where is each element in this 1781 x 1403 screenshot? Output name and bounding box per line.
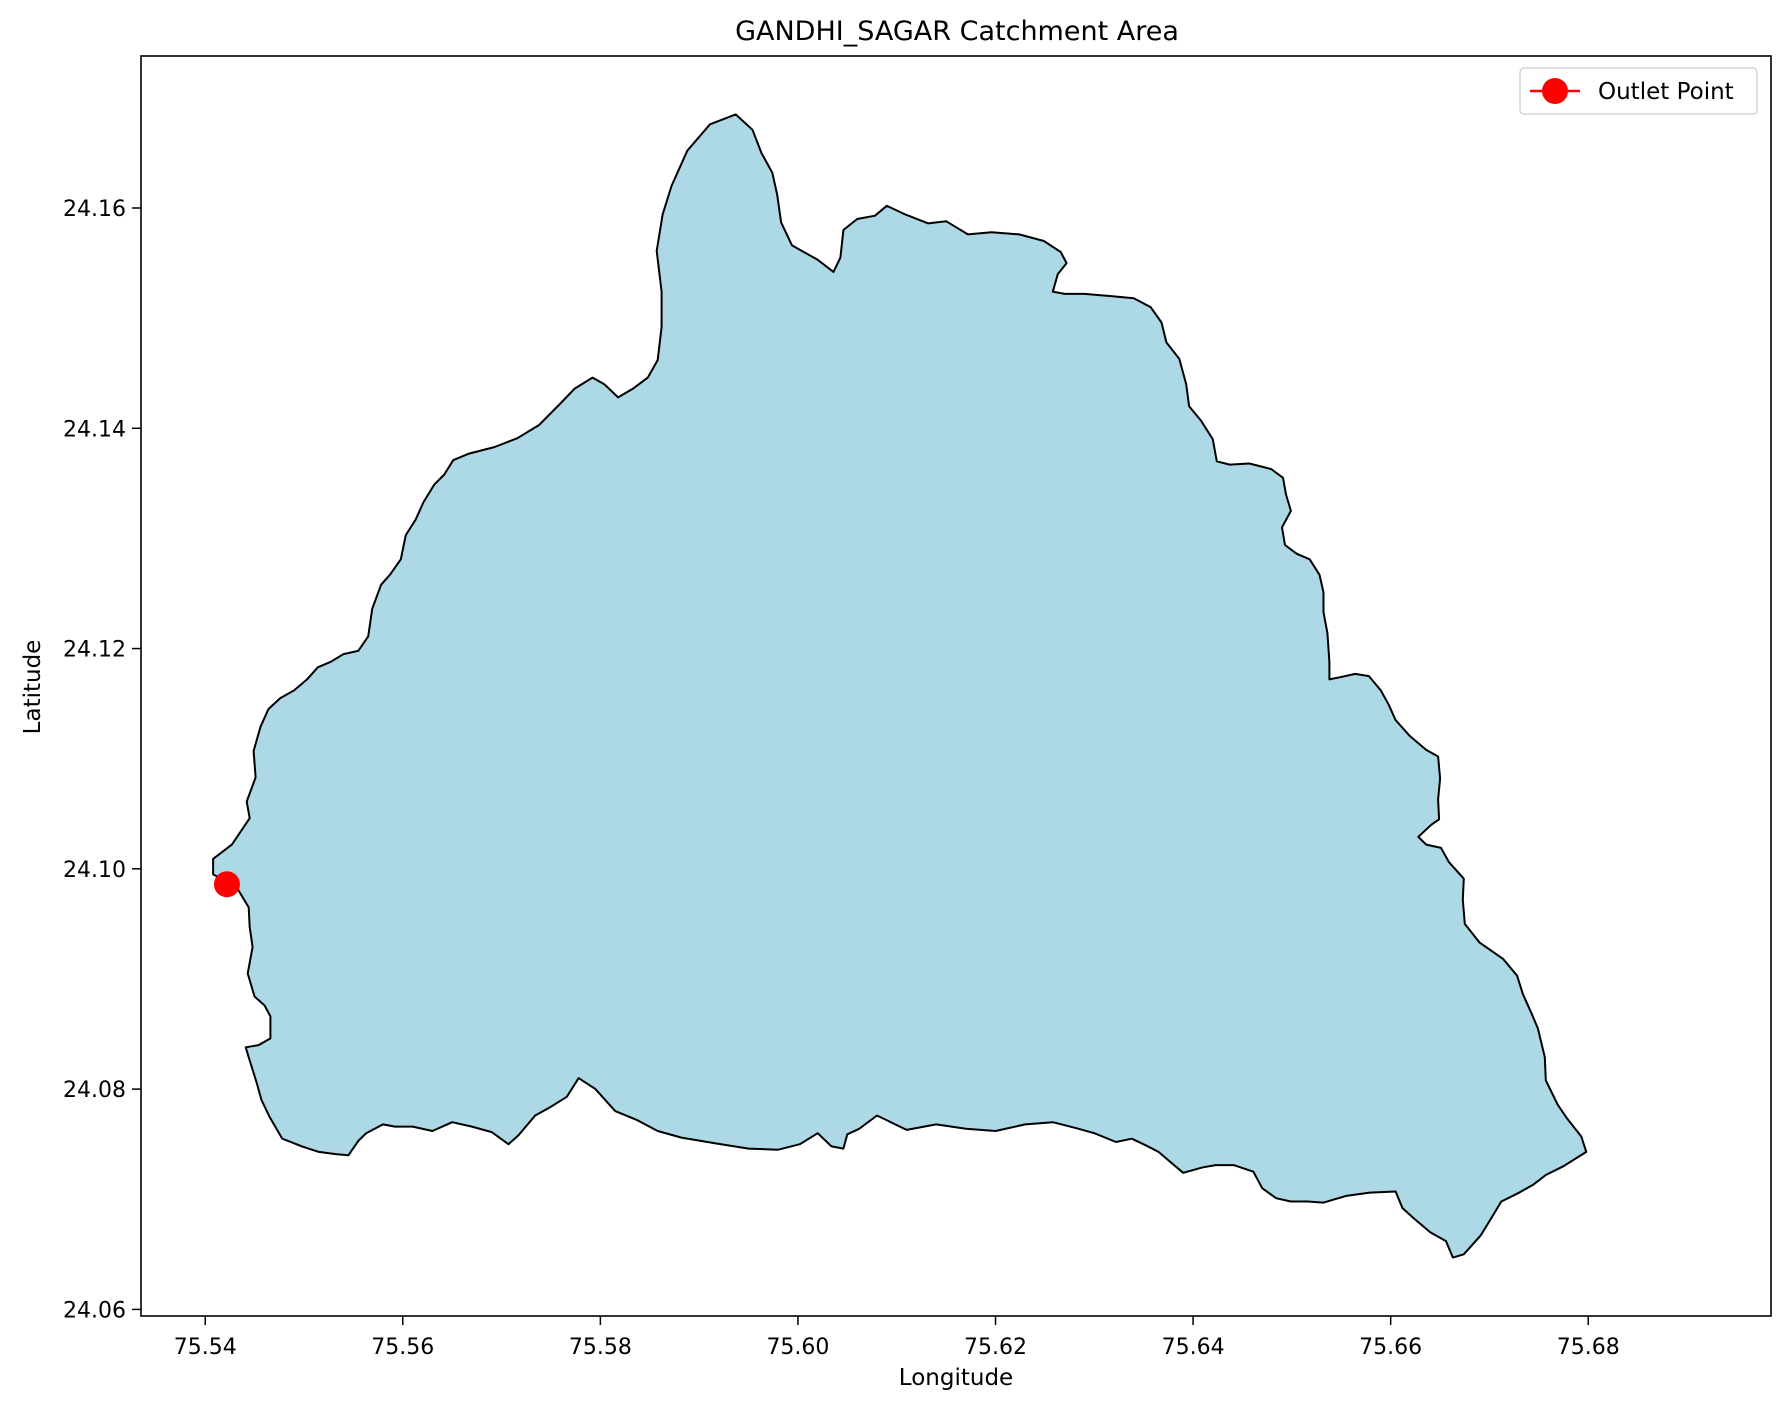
- x-tick-label: 75.58: [569, 1335, 632, 1360]
- legend: Outlet Point: [1519, 67, 1758, 115]
- map-layer: [212, 113, 1588, 1259]
- chart-title: GANDHI_SAGAR Catchment Area: [735, 16, 1179, 47]
- y-tick-label: 24.12: [63, 638, 126, 663]
- legend-box: [1519, 67, 1758, 115]
- y-tick-label: 24.06: [63, 1298, 126, 1323]
- catchment-polygon: [212, 113, 1588, 1259]
- outlet-point-marker: [213, 871, 240, 898]
- x-tick-label: 75.60: [766, 1335, 829, 1360]
- y-tick-label: 24.10: [63, 858, 126, 883]
- x-axis: 75.54 75.56 75.58 75.60 75.62 75.64 75.66 75.68: [174, 1316, 1620, 1360]
- plot-frame: [140, 55, 1772, 1317]
- y-axis: 24.06 24.08 24.10 24.12 24.14 24.16: [63, 197, 141, 1323]
- x-tick-label: 75.66: [1359, 1335, 1422, 1360]
- x-tick-label: 75.64: [1162, 1335, 1225, 1360]
- x-tick-label: 75.62: [964, 1335, 1027, 1360]
- x-tick-label: 75.54: [174, 1335, 237, 1360]
- x-tick-label: 75.68: [1557, 1335, 1620, 1360]
- y-tick-label: 24.16: [63, 197, 126, 222]
- y-axis-label: Latitude: [20, 640, 46, 735]
- x-axis-label: Longitude: [899, 1365, 1013, 1391]
- y-tick-label: 24.08: [63, 1078, 126, 1103]
- legend-label: Outlet Point: [1598, 79, 1734, 105]
- legend-marker-icon: [1542, 78, 1568, 104]
- y-tick-label: 24.14: [63, 417, 126, 442]
- x-tick-label: 75.56: [371, 1335, 434, 1360]
